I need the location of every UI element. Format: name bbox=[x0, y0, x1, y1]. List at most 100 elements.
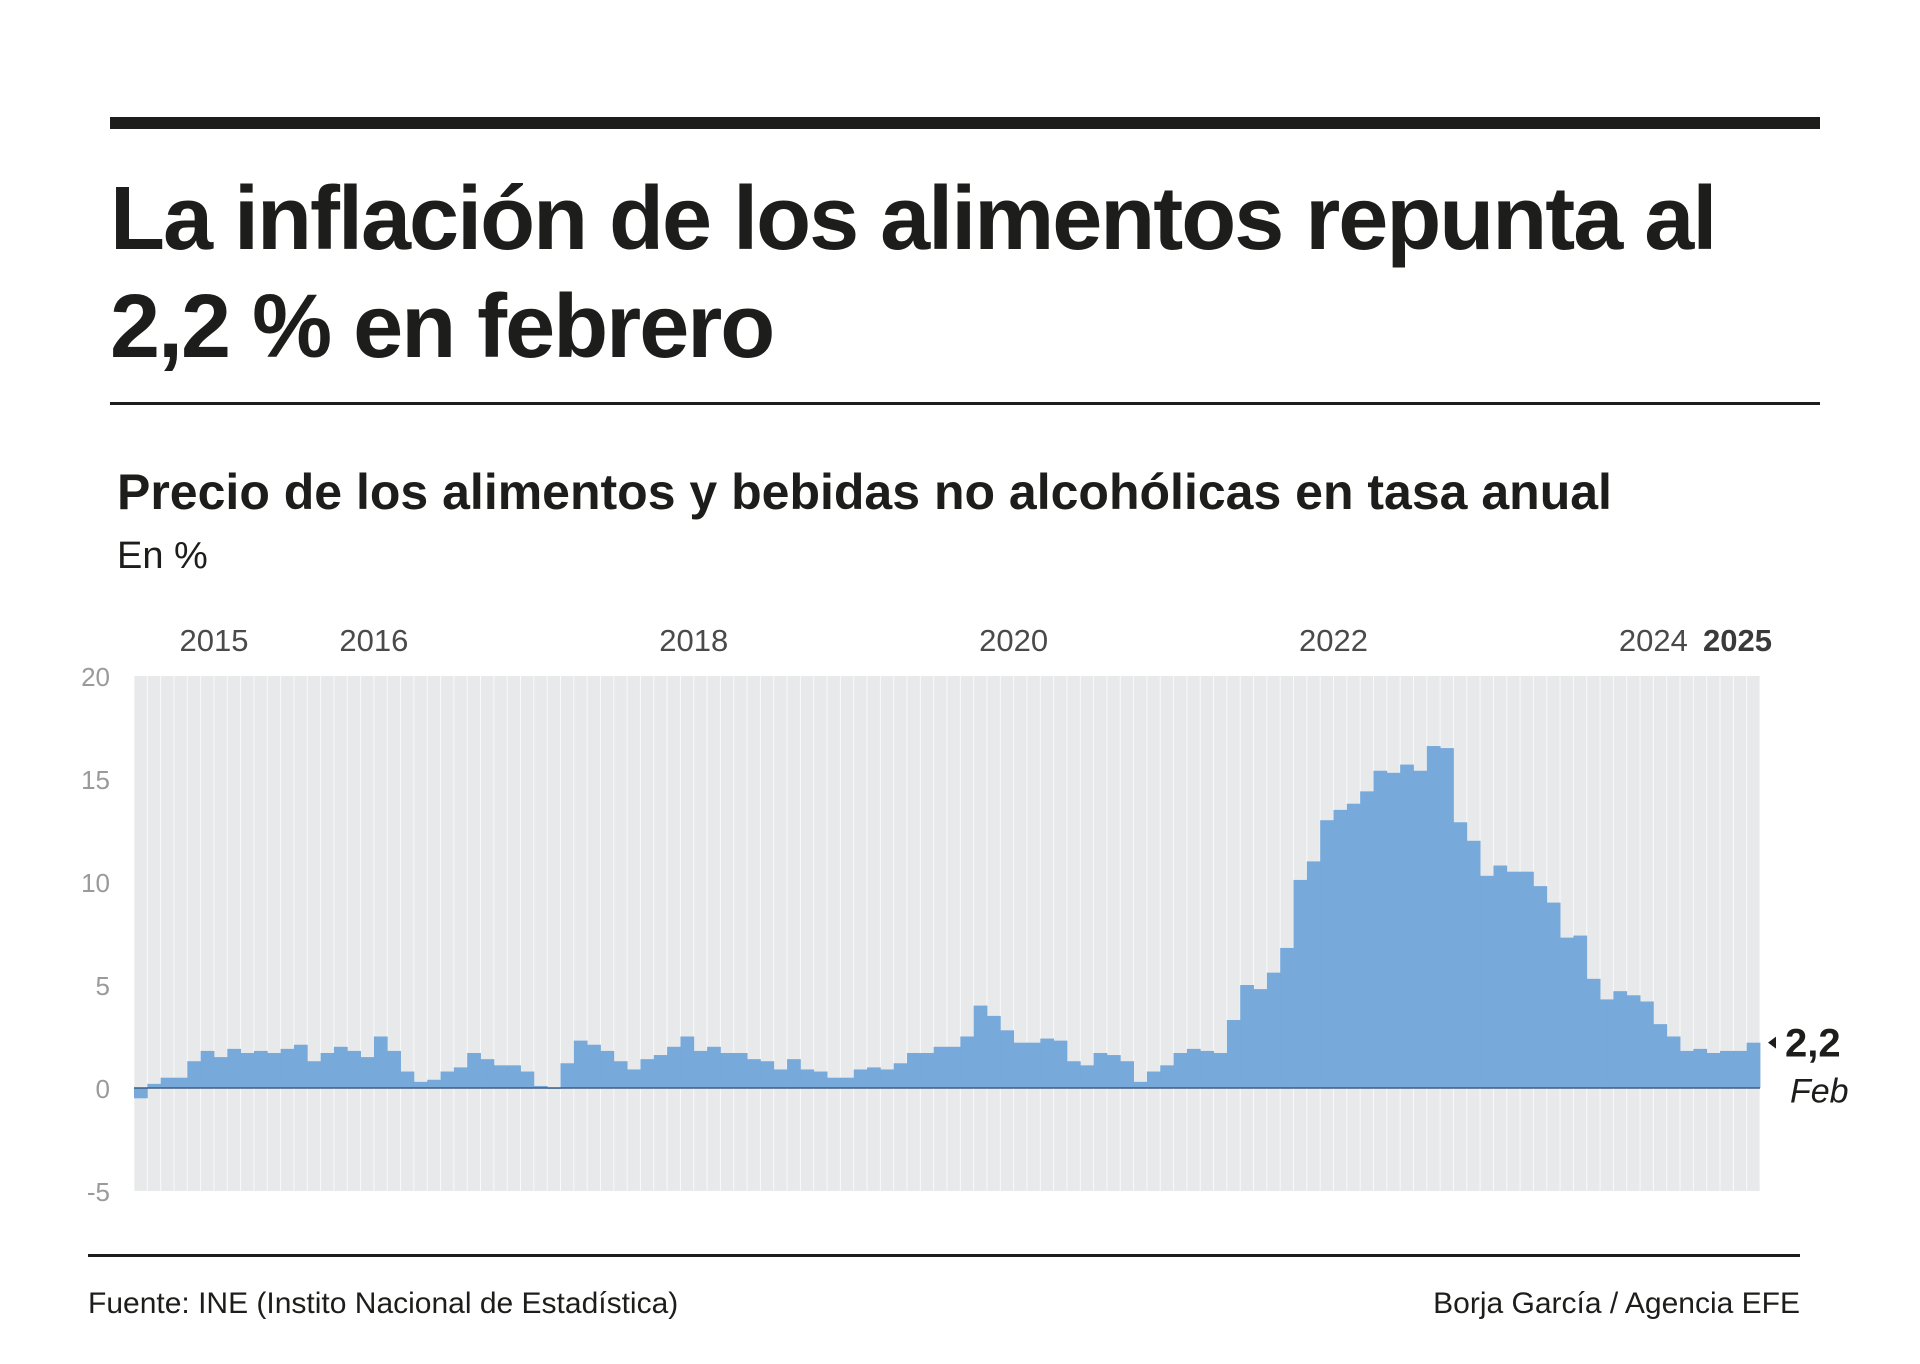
bar-month-71 bbox=[1080, 1065, 1095, 1088]
bar-month-89 bbox=[1320, 820, 1334, 1088]
bar-month-32 bbox=[560, 1063, 575, 1088]
bar-month-103 bbox=[1506, 871, 1521, 1088]
bar-month-68 bbox=[1040, 1038, 1055, 1088]
last-month-label: Feb bbox=[1790, 1073, 1849, 1111]
y-tick-label: 0 bbox=[96, 1074, 110, 1104]
year-label-2018: 2018 bbox=[659, 623, 728, 658]
year-label-2022: 2022 bbox=[1299, 623, 1368, 658]
bar-month-28 bbox=[507, 1065, 521, 1088]
title-divider bbox=[110, 402, 1820, 405]
bar-month-8 bbox=[240, 1052, 255, 1088]
bar-month-62 bbox=[960, 1036, 975, 1088]
bar-month-44 bbox=[720, 1052, 735, 1088]
year-label-2025: 2025 bbox=[1703, 623, 1772, 658]
bar-month-38 bbox=[640, 1059, 655, 1088]
bar-month-113 bbox=[1640, 1001, 1654, 1088]
bar-month-86 bbox=[1280, 947, 1294, 1088]
bar-month-45 bbox=[733, 1052, 748, 1088]
bar-month-105 bbox=[1533, 886, 1548, 1088]
bar-month-102 bbox=[1493, 865, 1508, 1088]
bar-month-81 bbox=[1213, 1052, 1228, 1088]
bar-month-10 bbox=[267, 1052, 282, 1088]
bar-month-77 bbox=[1160, 1065, 1174, 1088]
bar-month-69 bbox=[1053, 1040, 1068, 1088]
bar-month-84 bbox=[1253, 989, 1268, 1088]
bar-month-119 bbox=[1720, 1050, 1734, 1088]
bar-month-61 bbox=[947, 1046, 961, 1088]
bar-month-95 bbox=[1400, 764, 1414, 1088]
bar-month-99 bbox=[1453, 822, 1468, 1088]
bar-month-34 bbox=[587, 1044, 601, 1088]
bar-month-80 bbox=[1200, 1050, 1214, 1088]
bar-month-26 bbox=[480, 1059, 495, 1088]
bar-month-56 bbox=[880, 1069, 895, 1088]
bar-month-20 bbox=[400, 1071, 415, 1088]
x-axis-years: 2015 2016 2018 2020 2022 2024 2025 bbox=[179, 623, 1772, 658]
bar-month-13 bbox=[307, 1061, 321, 1088]
bar-month-7 bbox=[227, 1048, 242, 1088]
bar-month-2 bbox=[160, 1077, 175, 1088]
bar-month-35 bbox=[600, 1050, 615, 1088]
bar-month-75 bbox=[1133, 1081, 1148, 1088]
source-note: Fuente: INE (Instito Nacional de Estadís… bbox=[88, 1287, 679, 1320]
bar-month-60 bbox=[933, 1046, 948, 1088]
bar-month-29 bbox=[520, 1071, 535, 1088]
bar-month-94 bbox=[1386, 772, 1401, 1088]
bar-month-98 bbox=[1440, 748, 1454, 1088]
bar-month-70 bbox=[1066, 1061, 1081, 1088]
bar-month-76 bbox=[1146, 1071, 1161, 1088]
bar-month-93 bbox=[1373, 770, 1388, 1088]
bar-month-39 bbox=[653, 1055, 668, 1088]
bar-month-58 bbox=[907, 1052, 921, 1088]
bar-month-25 bbox=[467, 1052, 481, 1088]
bar-month-42 bbox=[693, 1050, 708, 1088]
bar-month-59 bbox=[920, 1052, 935, 1088]
footer-rule bbox=[88, 1254, 1800, 1257]
bar-month-97 bbox=[1426, 746, 1441, 1088]
bar-month-46 bbox=[747, 1059, 761, 1088]
last-value-label: 2,2 bbox=[1785, 1022, 1841, 1066]
bar-month-91 bbox=[1346, 803, 1361, 1088]
bar-month-6 bbox=[213, 1057, 228, 1088]
bar-month-30 bbox=[533, 1085, 548, 1088]
bar-month-118 bbox=[1706, 1052, 1721, 1088]
bar-month-54 bbox=[853, 1069, 868, 1088]
bar-month-51 bbox=[813, 1071, 828, 1088]
bar-month-109 bbox=[1586, 978, 1601, 1088]
bar-month-79 bbox=[1186, 1048, 1201, 1088]
bar-month-116 bbox=[1680, 1050, 1694, 1088]
bar-month-121 bbox=[1746, 1042, 1761, 1088]
y-tick-label: -5 bbox=[87, 1177, 110, 1207]
credit-note: Borja García / Agencia EFE bbox=[1433, 1287, 1800, 1320]
bar-month-104 bbox=[1520, 871, 1534, 1088]
callout-arrow-icon bbox=[1768, 1036, 1776, 1049]
bar-month-0 bbox=[134, 1088, 148, 1099]
bar-month-63 bbox=[973, 1005, 988, 1088]
bar-month-19 bbox=[387, 1050, 401, 1088]
bar-month-111 bbox=[1613, 991, 1628, 1088]
bar-month-85 bbox=[1266, 972, 1281, 1088]
chart-title: Precio de los alimentos y bebidas no alc… bbox=[117, 464, 1612, 520]
bar-month-115 bbox=[1666, 1036, 1681, 1088]
y-tick-label: 10 bbox=[81, 868, 110, 898]
bar-month-100 bbox=[1466, 840, 1481, 1088]
bar-month-3 bbox=[173, 1077, 188, 1088]
bar-month-43 bbox=[707, 1046, 721, 1088]
bar-month-33 bbox=[573, 1040, 588, 1088]
bar-month-67 bbox=[1026, 1042, 1041, 1088]
bar-month-87 bbox=[1293, 879, 1308, 1088]
bar-month-73 bbox=[1106, 1055, 1121, 1088]
bar-month-78 bbox=[1173, 1052, 1188, 1088]
y-tick-label: 20 bbox=[81, 662, 110, 692]
bar-month-21 bbox=[413, 1081, 428, 1088]
bar-month-64 bbox=[986, 1015, 1001, 1088]
bar-month-22 bbox=[427, 1079, 441, 1088]
bar-month-49 bbox=[787, 1059, 801, 1088]
bar-month-24 bbox=[453, 1067, 468, 1088]
bar-month-41 bbox=[680, 1036, 695, 1088]
bar-month-107 bbox=[1560, 937, 1574, 1088]
bar-month-52 bbox=[827, 1077, 841, 1088]
bar-month-90 bbox=[1333, 809, 1348, 1088]
top-rule bbox=[110, 117, 1820, 129]
